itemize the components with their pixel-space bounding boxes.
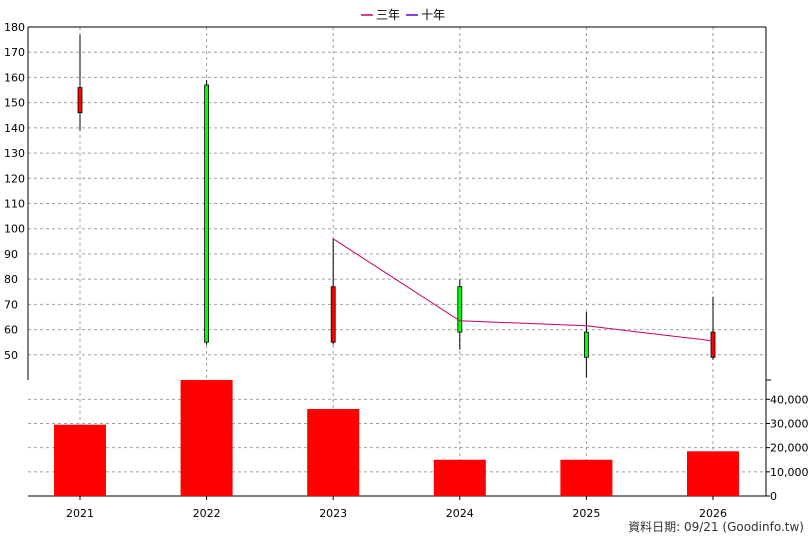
legend: 三年 十年 [361, 8, 445, 22]
candle-body [330, 286, 336, 343]
price-tick-label: 140 [4, 122, 25, 135]
grid-lines [28, 26, 766, 496]
price-tick-label: 150 [4, 97, 25, 110]
candle-body [204, 84, 210, 343]
volume-tick-label: 10,000 [770, 466, 808, 479]
average-line-3y [332, 238, 714, 342]
price-tick-label: 130 [4, 147, 25, 160]
data-date-footer: 資料日期: 09/21 (Goodinfo.tw) [628, 520, 804, 534]
candle-body [584, 331, 589, 358]
price-tick-label: 90 [4, 248, 18, 261]
price-tick-label: 50 [4, 349, 18, 362]
category-tick-label: 2021 [66, 507, 94, 520]
category-tick-label: 2025 [572, 507, 600, 520]
candle-body [77, 87, 83, 114]
price-tick-label: 70 [4, 298, 18, 311]
price-tick-label: 180 [4, 21, 25, 34]
volume-tick-label: 40,000 [770, 393, 808, 406]
tick-labels: 50 60 70 80 90 100 110 120 130 140 150 160 170 180 202… [4, 21, 808, 520]
price-tick-label: 80 [4, 273, 18, 286]
volume-bar [180, 380, 233, 496]
price-tick-label: 170 [4, 46, 25, 59]
category-tick-label: 2023 [319, 507, 347, 520]
category-tick-label: 2026 [699, 507, 727, 520]
category-tick-label: 2024 [446, 507, 474, 520]
price-tick-label: 100 [4, 223, 25, 236]
average-lines [332, 238, 714, 342]
volume-bar [433, 459, 486, 496]
volume-bar [687, 451, 739, 496]
price-tick-label: 120 [4, 172, 25, 185]
price-tick-label: 110 [4, 198, 25, 211]
volume-bars [54, 380, 739, 496]
axes [27, 26, 771, 500]
volume-tick-label: 20,000 [770, 442, 808, 455]
price-tick-label: 160 [4, 71, 25, 84]
legend-label-10y: 十年 [421, 8, 445, 22]
volume-bar [560, 459, 613, 496]
candlesticks [77, 34, 716, 378]
category-tick-label: 2022 [193, 507, 221, 520]
candle-body [710, 331, 716, 358]
price-tick-label: 60 [4, 324, 18, 337]
volume-tick-label: 30,000 [770, 418, 808, 431]
volume-bar [307, 409, 360, 496]
volume-bar [54, 424, 106, 496]
candle-body [457, 286, 463, 333]
volume-tick-label: 0 [770, 490, 777, 503]
legend-label-3y: 三年 [376, 8, 400, 22]
